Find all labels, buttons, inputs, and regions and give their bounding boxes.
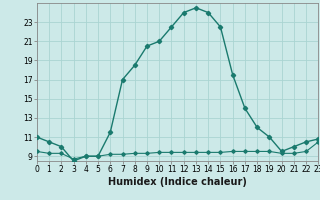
X-axis label: Humidex (Indice chaleur): Humidex (Indice chaleur) (108, 177, 247, 187)
